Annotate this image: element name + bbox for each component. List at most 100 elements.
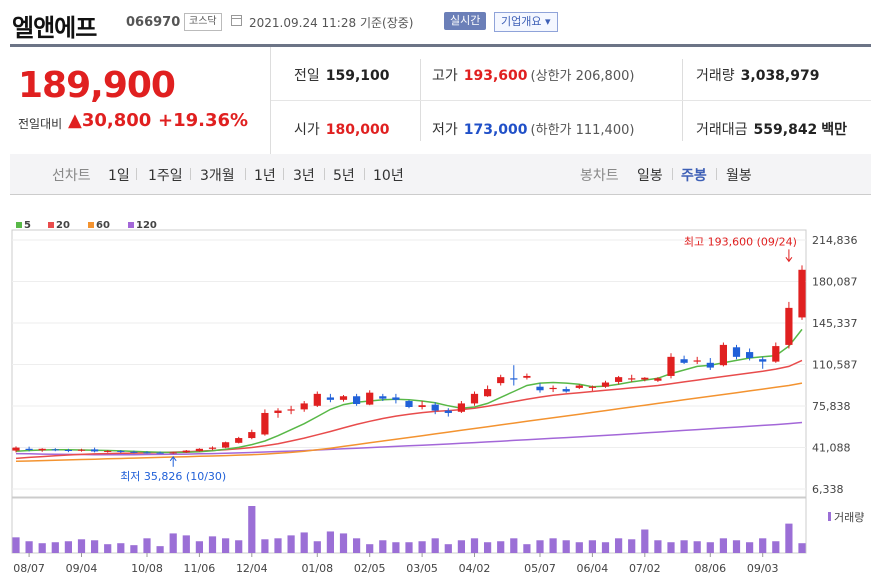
volume-bar (732, 540, 741, 553)
open-label: 시가 (294, 122, 320, 138)
x-tick-label: 09/04 (66, 562, 98, 575)
x-tick-label: 06/04 (577, 562, 609, 575)
tab-daily[interactable]: 일봉 (637, 168, 663, 184)
tab-10year[interactable]: 10년 (373, 168, 404, 184)
volume-bar (25, 541, 33, 553)
low-annotation: 최저 35,826 (10/30) (120, 470, 226, 483)
volume-label: 거래량 (696, 68, 735, 84)
tab-3year[interactable]: 3년 (293, 168, 315, 184)
candle-body (300, 403, 308, 410)
tab-3month[interactable]: 3개월 (200, 168, 235, 184)
y-tick-label: 75,838 (812, 400, 851, 413)
volume-bar (352, 538, 361, 553)
volume-bar (418, 541, 426, 553)
lower-limit: (하한가 111,400) (530, 123, 635, 138)
candle-body (326, 397, 335, 400)
volume-bar (117, 543, 125, 553)
volume-bar (444, 544, 452, 553)
volume-bar (339, 533, 348, 553)
price-summary: 189,900 전일대비 ▲30,800 +19.36% 전일 159,100 시… (10, 47, 871, 155)
volume-bar (51, 542, 59, 553)
volume-bar (195, 541, 204, 553)
stat-high: 고가 193,600 (상한가 206,800) (432, 65, 634, 85)
candle-body (745, 352, 754, 359)
candle-body (352, 396, 361, 405)
volume-bar (300, 532, 308, 553)
amount-value: 559,842 (753, 122, 818, 138)
company-overview-dropdown[interactable]: 기업개요 ▾ (494, 12, 558, 32)
legend-ma5: 5 (16, 220, 31, 231)
candle-body (379, 396, 387, 399)
candle-body (601, 382, 610, 387)
ma60-line (15, 382, 803, 463)
candle-body (195, 448, 204, 452)
candle-body (130, 451, 138, 453)
volume-bar (510, 538, 518, 553)
stat-amount: 거래대금 559,842 백만 (696, 119, 847, 139)
candle-body (143, 452, 151, 454)
tab-separator (283, 168, 284, 180)
candle-body (418, 405, 426, 407)
volume-bar (12, 537, 20, 553)
x-tick-label: 09/03 (747, 562, 779, 575)
volume-bar (287, 535, 295, 553)
price-change-pct: +19.36% (158, 110, 249, 131)
chart-period-tabs: 선차트 1일 1주일 3개월 1년 3년 5년 10년 봉차트 일봉 주봉 월봉 (10, 154, 871, 195)
x-tick-label: 12/04 (236, 562, 268, 575)
candle-body (313, 393, 321, 406)
candle-body (497, 377, 505, 384)
candle-body (588, 386, 597, 388)
candle-chart-label: 봉차트 (580, 168, 619, 184)
candle-body (719, 344, 728, 366)
volume-bar (326, 531, 335, 553)
candle-body (614, 377, 623, 382)
volume-bar (575, 542, 583, 553)
volume-bar (798, 543, 806, 553)
candle-body (64, 449, 73, 451)
tab-monthly[interactable]: 월봉 (726, 168, 752, 184)
volume-bar (497, 541, 505, 553)
x-tick-label: 08/06 (694, 562, 726, 575)
volume-bar (392, 542, 400, 553)
high-label: 고가 (432, 68, 458, 84)
price-plot-frame (11, 229, 807, 498)
volume-bar (654, 540, 662, 553)
candle-body (38, 448, 46, 451)
volume-bar (64, 541, 73, 553)
tab-1year[interactable]: 1년 (254, 168, 276, 184)
tab-1day[interactable]: 1일 (108, 168, 130, 184)
quote-datetime: 2021.09.24 11:28 기준(장중) (249, 14, 413, 31)
tab-1week[interactable]: 1주일 (148, 168, 183, 184)
candle-body (274, 410, 282, 413)
ma5-line (15, 328, 803, 454)
volume-bar (628, 539, 636, 553)
y-tick-label: 110,587 (812, 359, 858, 372)
volume-bar (549, 538, 557, 553)
x-tick-label: 11/06 (184, 562, 216, 575)
tab-separator (324, 168, 325, 180)
low-label: 저가 (432, 122, 458, 138)
high-arrow-head (785, 257, 793, 263)
volume-bar (90, 540, 99, 553)
volume-bar (588, 540, 597, 553)
realtime-button[interactable]: 실시간 (444, 12, 487, 30)
market-badge: 코스닥 (184, 13, 222, 31)
candle-body (182, 450, 190, 453)
legend-swatch (48, 222, 54, 228)
volume-bar (523, 544, 531, 553)
candle-body (12, 447, 20, 451)
line-chart-label: 선차트 (52, 168, 91, 184)
tab-separator (672, 168, 673, 180)
volume-bar (706, 542, 714, 553)
candle-body (536, 386, 544, 391)
candle-body (772, 346, 780, 362)
volume-bar (156, 546, 164, 553)
stock-name: 엘앤에프 (12, 14, 97, 42)
candle-body (510, 378, 518, 380)
tab-5year[interactable]: 5년 (333, 168, 355, 184)
stat-low: 저가 173,000 (하한가 111,400) (432, 119, 634, 139)
candle-body (287, 409, 295, 411)
volume-bar (77, 539, 86, 553)
volume-bar (693, 541, 701, 553)
tab-weekly[interactable]: 주봉 (681, 168, 707, 184)
